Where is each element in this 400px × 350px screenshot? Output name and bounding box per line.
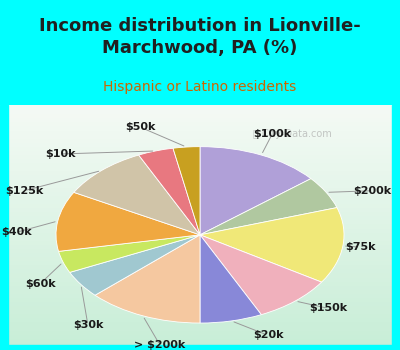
Bar	[0, 338, 400, 342]
Bar	[0, 207, 400, 211]
Bar	[0, 345, 400, 350]
Text: $200k: $200k	[353, 186, 391, 196]
Text: > $200k: > $200k	[134, 340, 186, 350]
Bar	[0, 187, 400, 191]
Bar	[0, 228, 400, 232]
Bar	[0, 309, 400, 313]
Wedge shape	[56, 193, 200, 251]
Bar	[0, 219, 400, 223]
Wedge shape	[200, 235, 261, 323]
Bar	[0, 260, 400, 264]
Bar	[0, 297, 400, 301]
Wedge shape	[173, 147, 200, 235]
Bar	[0, 162, 400, 166]
Text: $20k: $20k	[253, 330, 283, 340]
Text: $75k: $75k	[345, 242, 375, 252]
Bar	[0, 236, 400, 240]
Text: $40k: $40k	[1, 228, 31, 237]
Bar	[0, 203, 400, 207]
Bar	[0, 289, 400, 293]
Bar	[0, 326, 400, 330]
Wedge shape	[58, 235, 200, 272]
Bar	[0, 158, 400, 162]
Text: $10k: $10k	[45, 149, 75, 159]
Bar	[0, 109, 400, 113]
Bar	[0, 252, 400, 256]
Bar	[0, 272, 400, 276]
Bar	[0, 293, 400, 297]
Bar	[0, 256, 400, 260]
Bar	[0, 117, 400, 121]
Bar	[0, 215, 400, 219]
Bar	[0, 321, 400, 326]
Bar	[0, 105, 8, 350]
Bar	[0, 276, 400, 281]
Bar	[0, 138, 400, 142]
Bar	[0, 121, 400, 125]
Text: $50k: $50k	[125, 122, 155, 132]
Bar	[0, 130, 400, 134]
Text: $150k: $150k	[309, 303, 347, 313]
Bar	[0, 199, 400, 203]
Text: ⓘ City-Data.com: ⓘ City-Data.com	[253, 130, 331, 139]
Bar	[0, 281, 400, 285]
Bar	[0, 223, 400, 228]
Bar	[0, 166, 400, 170]
Bar	[0, 334, 400, 338]
Bar	[0, 248, 400, 252]
Bar	[0, 268, 400, 272]
Bar	[392, 105, 400, 350]
Wedge shape	[200, 235, 322, 315]
Text: Income distribution in Lionville-
Marchwood, PA (%): Income distribution in Lionville- Marchw…	[39, 17, 361, 57]
Wedge shape	[200, 147, 311, 235]
Bar	[0, 305, 400, 309]
Bar	[0, 346, 400, 350]
Bar	[0, 170, 400, 174]
Bar	[0, 264, 400, 268]
Bar	[0, 105, 400, 109]
Bar	[0, 211, 400, 215]
Wedge shape	[70, 235, 200, 295]
Bar	[0, 174, 400, 179]
Bar	[0, 240, 400, 244]
Bar	[0, 285, 400, 289]
Bar	[0, 244, 400, 248]
Text: Hispanic or Latino residents: Hispanic or Latino residents	[103, 80, 297, 94]
Bar	[0, 330, 400, 334]
Wedge shape	[95, 235, 200, 323]
Bar	[0, 134, 400, 138]
Bar	[0, 150, 400, 154]
Bar	[0, 232, 400, 236]
Bar	[0, 191, 400, 195]
Bar	[0, 342, 400, 346]
Text: $100k: $100k	[253, 130, 291, 139]
Bar	[0, 146, 400, 150]
Bar	[0, 178, 400, 183]
Wedge shape	[200, 178, 337, 235]
Bar	[0, 154, 400, 158]
Bar	[0, 301, 400, 305]
Wedge shape	[74, 155, 200, 235]
Bar	[0, 113, 400, 117]
Bar	[0, 142, 400, 146]
Bar	[0, 125, 400, 130]
Text: $60k: $60k	[25, 279, 55, 289]
Wedge shape	[139, 148, 200, 235]
Text: $30k: $30k	[73, 321, 103, 330]
Wedge shape	[200, 208, 344, 282]
Bar	[0, 195, 400, 199]
Bar	[0, 183, 400, 187]
Text: $125k: $125k	[5, 186, 43, 196]
Bar	[0, 317, 400, 321]
Bar	[0, 313, 400, 317]
